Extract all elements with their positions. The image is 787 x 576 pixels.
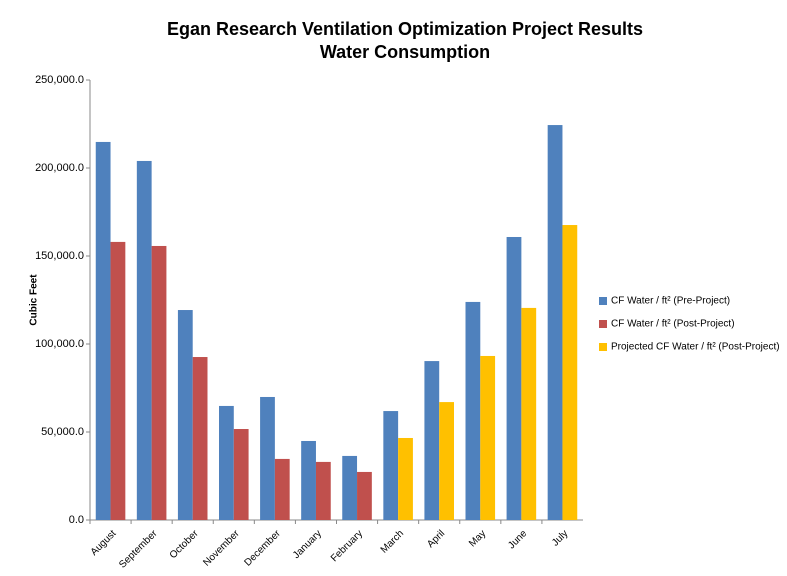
- y-tick-label: 50,000.0: [41, 426, 84, 438]
- y-tick-label: 250,000.0: [35, 74, 84, 86]
- x-tick-label: November: [201, 528, 242, 569]
- x-tick-label: January: [291, 528, 324, 561]
- y-axis-title: Cubic Feet: [29, 274, 40, 326]
- bar: [274, 458, 290, 520]
- bar: [357, 471, 372, 520]
- bar: [383, 411, 399, 520]
- bar: [260, 396, 275, 520]
- bar: [506, 236, 522, 520]
- legend-label: Projected CF Water / ft² (Post-Project): [611, 342, 780, 353]
- x-tick-label: February: [329, 528, 365, 564]
- bar: [439, 402, 454, 520]
- y-tick-label: 0.0: [69, 514, 84, 526]
- bar: [547, 125, 563, 520]
- bar: [480, 355, 496, 520]
- legend-swatch: [599, 320, 607, 328]
- legend-swatch: [599, 297, 607, 305]
- x-tick-label: March: [379, 528, 406, 555]
- bar: [465, 301, 481, 520]
- x-tick-label: September: [117, 528, 160, 571]
- bar: [151, 245, 167, 520]
- x-tick-label: April: [425, 528, 447, 550]
- bar: [136, 160, 152, 520]
- bar: [424, 361, 440, 520]
- legend-label: CF Water / ft² (Pre-Project): [611, 296, 730, 307]
- bar: [177, 310, 193, 520]
- bar: [398, 437, 413, 520]
- y-tick-label: 200,000.0: [35, 162, 84, 174]
- x-tick-label: May: [467, 528, 488, 549]
- bar: [219, 405, 234, 520]
- y-tick-label: 100,000.0: [35, 338, 84, 350]
- y-tick-label: 150,000.0: [35, 250, 84, 262]
- x-tick-label: June: [506, 528, 529, 551]
- chart-subtitle: Water Consumption: [320, 42, 490, 62]
- x-tick-label: July: [550, 528, 570, 548]
- bar: [233, 429, 249, 520]
- legend-label: CF Water / ft² (Post-Project): [611, 319, 735, 330]
- bar: [562, 225, 578, 521]
- chart-title: Egan Research Ventilation Optimization P…: [167, 19, 643, 39]
- x-tick-label: December: [242, 528, 283, 569]
- bar: [95, 141, 111, 520]
- x-tick-label: August: [89, 528, 119, 558]
- legend-swatch: [599, 343, 607, 351]
- x-tick-label: October: [168, 528, 201, 561]
- bar: [315, 461, 331, 520]
- bar: [192, 357, 208, 520]
- bar: [521, 307, 537, 520]
- bar: [342, 455, 358, 520]
- bar: [301, 440, 316, 520]
- bar: [110, 241, 126, 521]
